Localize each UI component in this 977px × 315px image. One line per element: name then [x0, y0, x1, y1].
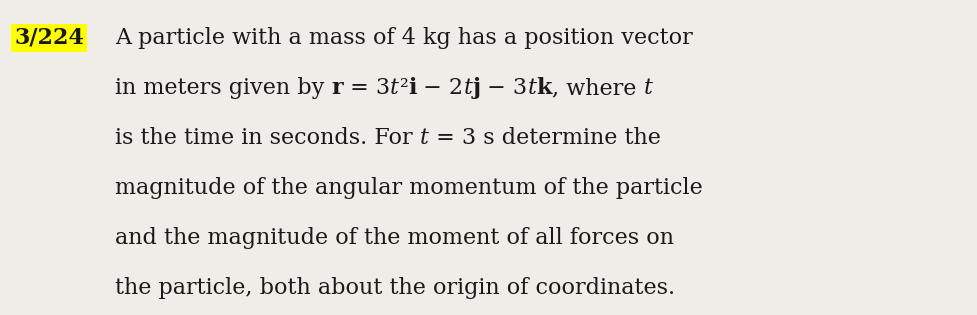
Text: t: t — [463, 77, 472, 99]
Text: t: t — [644, 77, 653, 99]
Text: the particle, both about the origin of coordinates.: the particle, both about the origin of c… — [115, 277, 675, 299]
Text: k: k — [536, 77, 552, 99]
Text: A particle with a mass of 4 kg has a position vector: A particle with a mass of 4 kg has a pos… — [115, 27, 693, 49]
Text: and the magnitude of the moment of all forces on: and the magnitude of the moment of all f… — [115, 227, 674, 249]
Text: in meters given by: in meters given by — [115, 77, 331, 99]
Text: = 3 s determine the: = 3 s determine the — [429, 127, 660, 149]
Text: ²: ² — [400, 77, 408, 99]
Text: − 3: − 3 — [481, 77, 528, 99]
Text: t: t — [390, 77, 400, 99]
Text: magnitude of the angular momentum of the particle: magnitude of the angular momentum of the… — [115, 177, 702, 199]
Text: 3/224: 3/224 — [14, 27, 84, 49]
Text: r: r — [331, 77, 343, 99]
Text: − 2: − 2 — [416, 77, 463, 99]
Text: t: t — [528, 77, 536, 99]
Text: = 3: = 3 — [343, 77, 390, 99]
Text: i: i — [408, 77, 416, 99]
Text: j: j — [472, 77, 481, 99]
Text: t: t — [420, 127, 429, 149]
Text: is the time in seconds. For: is the time in seconds. For — [115, 127, 420, 149]
FancyBboxPatch shape — [11, 24, 87, 52]
Text: , where: , where — [552, 77, 644, 99]
